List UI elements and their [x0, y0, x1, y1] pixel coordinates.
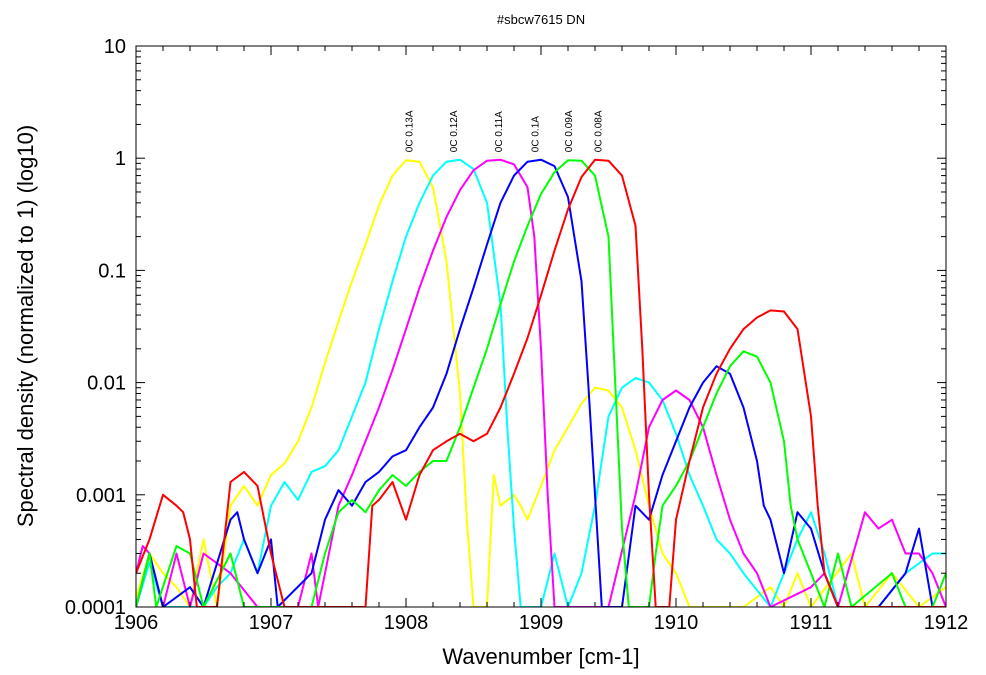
x-tick-label: 1910: [654, 612, 699, 634]
x-axis-label: Wavenumber [cm-1]: [442, 644, 639, 669]
series-label: 0C 0.12A: [449, 110, 460, 152]
y-tick-label: 0.001: [76, 485, 126, 507]
series-line: [136, 158, 946, 607]
x-tick-label: 1906: [114, 612, 159, 634]
series-line: [136, 158, 946, 607]
x-tick-label: 1912: [924, 612, 969, 634]
series-label: 0C 0.11A: [494, 111, 505, 152]
series-line: [136, 159, 946, 607]
chart-title: #sbcw7615 DN: [497, 12, 585, 27]
series-label: 0C 0.08A: [594, 110, 605, 152]
y-tick-label: 0.1: [98, 260, 126, 282]
x-tick-label: 1911: [789, 612, 832, 634]
x-tick-label: 1908: [384, 612, 429, 634]
y-axis-label: Spectral density (normalized to 1) (log1…: [13, 125, 38, 527]
axis-layer: 1906 1907 1908 1909 1910 1911 1912 0.0001 0.001 0…: [65, 36, 968, 634]
x-tick-label: 1907: [249, 612, 294, 634]
series-line: [136, 158, 946, 607]
x-tick-label: 1909: [519, 612, 564, 634]
series-layer: [136, 158, 946, 607]
series-label-layer: 0C 0.13A 0C 0.12A 0C 0.11A 0C 0.1A 0C 0.09A 0…: [405, 110, 605, 152]
y-tick-label: 0.01: [87, 373, 126, 395]
y-tick-label: 0.0001: [65, 597, 126, 619]
series-label: 0C 0.1A: [530, 116, 541, 152]
series-line: [136, 158, 946, 607]
y-tick-label: 1: [115, 148, 126, 170]
series-line: [136, 159, 946, 607]
y-tick-label: 10: [104, 36, 126, 58]
series-label: 0C 0.13A: [405, 110, 416, 152]
series-label: 0C 0.09A: [564, 110, 575, 152]
